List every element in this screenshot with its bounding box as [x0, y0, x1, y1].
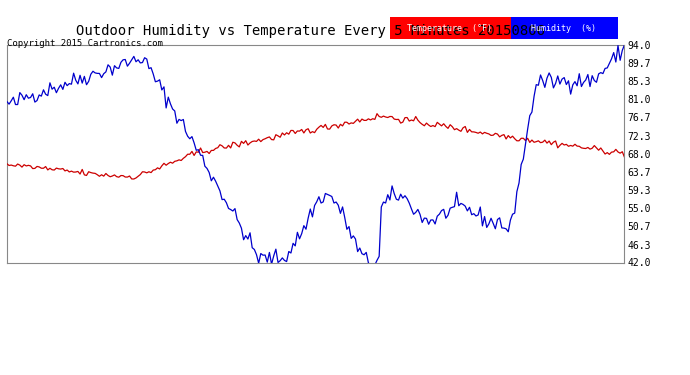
Text: Temperature  (°F): Temperature (°F) [407, 24, 493, 33]
Text: Copyright 2015 Cartronics.com: Copyright 2015 Cartronics.com [7, 39, 163, 48]
Text: Outdoor Humidity vs Temperature Every 5 Minutes 20150806: Outdoor Humidity vs Temperature Every 5 … [76, 24, 545, 38]
Text: Humidity  (%): Humidity (%) [531, 24, 596, 33]
